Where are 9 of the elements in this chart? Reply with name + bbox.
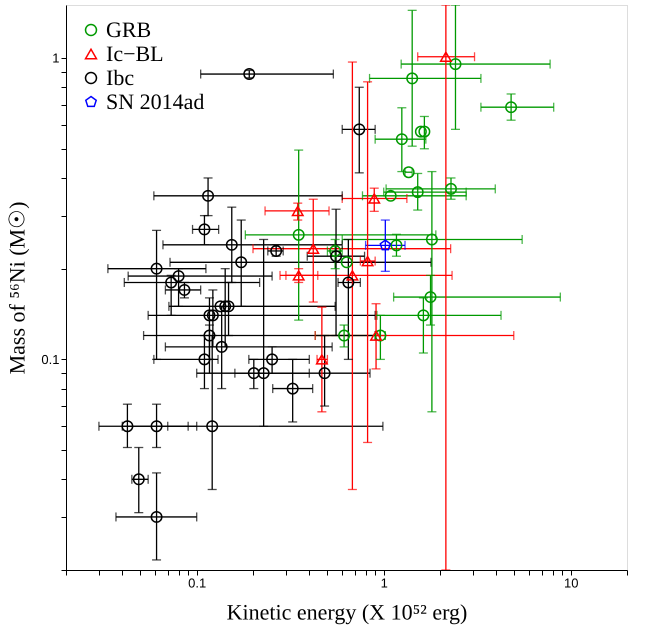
legend-label: Ibc: [106, 65, 134, 90]
legend-label: SN 2014ad: [106, 89, 204, 114]
x-axis-title: Kinetic energy (X 10⁵² erg): [226, 600, 468, 624]
legend-label: GRB: [106, 17, 152, 42]
x-tick-label: 1: [380, 576, 388, 590]
x-tick-label: 0.1: [188, 576, 206, 590]
legend-label: Ic−BL: [106, 41, 164, 66]
x-tick-label: 10: [564, 576, 578, 590]
y-axis-title: Mass of ⁵⁶Ni (M☉): [4, 202, 30, 374]
